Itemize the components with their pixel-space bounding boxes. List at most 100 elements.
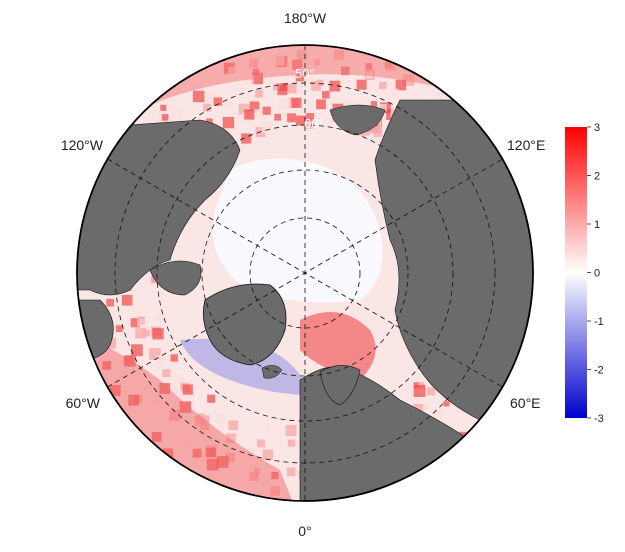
anomaly-cell <box>226 433 236 443</box>
anomaly-cell <box>130 318 140 328</box>
anomaly-cell <box>413 385 426 397</box>
anomaly-cell <box>379 81 387 90</box>
anomaly-cell <box>395 79 407 91</box>
anomaly-cell <box>143 329 151 337</box>
anomaly-cell <box>203 103 212 112</box>
anomaly-cell <box>137 317 147 327</box>
anomaly-cell <box>291 97 302 108</box>
lon-label-60e: 60°E <box>510 395 541 411</box>
anomaly-cell <box>262 449 274 461</box>
anomaly-cell <box>155 363 162 370</box>
colorbar-gradient <box>565 127 587 418</box>
lon-label-180w: 180°W <box>284 10 327 26</box>
anomaly-cell <box>443 400 450 407</box>
anomaly-cell <box>255 89 263 98</box>
anomaly-cell <box>295 73 305 82</box>
anomaly-cell <box>287 113 297 123</box>
lon-label-0: 0° <box>298 523 311 539</box>
anomaly-cell <box>427 387 436 396</box>
colorbar-tick-label: -2 <box>594 365 604 377</box>
scandinavia <box>319 365 361 406</box>
anomaly-cell <box>170 354 178 362</box>
anomaly-cell <box>256 439 266 448</box>
canadian-archipelago <box>149 260 202 296</box>
greenland-sea-cool <box>180 338 310 395</box>
anomaly-cell <box>234 88 241 95</box>
anomaly-cell <box>152 313 159 321</box>
anomaly-cell <box>206 118 213 125</box>
anomaly-cell <box>286 467 296 477</box>
anomaly-cell <box>244 74 254 85</box>
anomaly-cell <box>182 384 193 395</box>
anomaly-cell <box>322 91 330 99</box>
anomaly-cell <box>434 408 444 418</box>
anomaly-cell <box>156 355 166 365</box>
anomaly-cell <box>316 99 326 110</box>
anomaly-cell <box>135 327 146 339</box>
anomaly-cell <box>390 88 399 98</box>
anomaly-cell <box>329 80 341 92</box>
anomaly-cell <box>160 104 167 111</box>
anomaly-cell <box>435 92 444 101</box>
anomaly-cell <box>149 348 161 360</box>
labrador <box>77 299 114 362</box>
anomaly-cell <box>373 128 383 137</box>
colorbar-tick-label: -3 <box>594 413 604 425</box>
colorbar-tick-label: -1 <box>594 316 604 328</box>
anomaly-cell <box>269 77 277 86</box>
anomaly-cell <box>306 113 315 122</box>
alaska-coast <box>329 104 386 136</box>
meridian-60w-120e <box>107 158 503 388</box>
anomaly-cell <box>279 98 291 110</box>
anomaly-cell <box>252 109 262 118</box>
anomaly-cell <box>241 133 252 144</box>
greenland <box>202 283 287 366</box>
anomaly-cell <box>244 109 255 120</box>
anomaly-cell <box>317 79 324 86</box>
anomaly-cell <box>234 430 241 437</box>
anomaly-cell <box>207 394 216 403</box>
anomaly-cell <box>356 79 367 90</box>
anomaly-cell <box>287 439 296 447</box>
anomaly-cell <box>162 369 171 378</box>
anomaly-cell <box>222 116 235 129</box>
colorbar: 3 2 1 0 -1 -2 -3 <box>565 122 604 425</box>
lat-label-50: 50° <box>295 66 315 81</box>
arctic-ice <box>212 158 383 303</box>
anomaly-cell <box>152 328 164 340</box>
anomaly-cell <box>265 424 273 432</box>
anomaly-cell <box>272 83 281 91</box>
anomaly-cell <box>274 113 282 121</box>
anomaly-cell <box>177 378 184 385</box>
colorbar-tick-label: 3 <box>594 122 600 134</box>
anomaly-cell <box>169 386 178 395</box>
anomaly-cell <box>421 403 429 410</box>
anomaly-cell <box>203 415 210 422</box>
anomaly-cell <box>295 115 307 126</box>
anomaly-cell <box>262 106 271 115</box>
colorbar-tick-label: 0 <box>594 268 600 280</box>
graticule <box>107 45 503 501</box>
anomaly-cell <box>228 420 239 431</box>
anomaly-cell <box>286 83 297 94</box>
anomaly-cell <box>370 101 377 108</box>
anomaly-cell <box>145 278 152 285</box>
lat-label-60: 60° <box>304 116 324 131</box>
map-boundary <box>76 44 534 502</box>
anomaly-cell <box>213 97 223 106</box>
anomaly-cell <box>157 313 168 324</box>
anomaly-cell <box>441 394 449 402</box>
anomaly-cell <box>115 325 123 333</box>
anomaly-cell <box>261 121 274 134</box>
colorbar-tick-label: 2 <box>594 171 600 183</box>
parallel-60 <box>156 124 454 422</box>
lat-label-70: 70° <box>306 164 326 179</box>
anomaly-cell <box>379 103 387 111</box>
anomaly-cell <box>277 85 288 96</box>
anomaly-cell <box>106 298 114 307</box>
barents-warm <box>300 312 376 380</box>
lon-label-60w: 60°W <box>66 395 101 411</box>
colorbar-ticks: 3 2 1 0 -1 -2 -3 <box>587 122 604 425</box>
anomaly-cell <box>131 344 143 357</box>
